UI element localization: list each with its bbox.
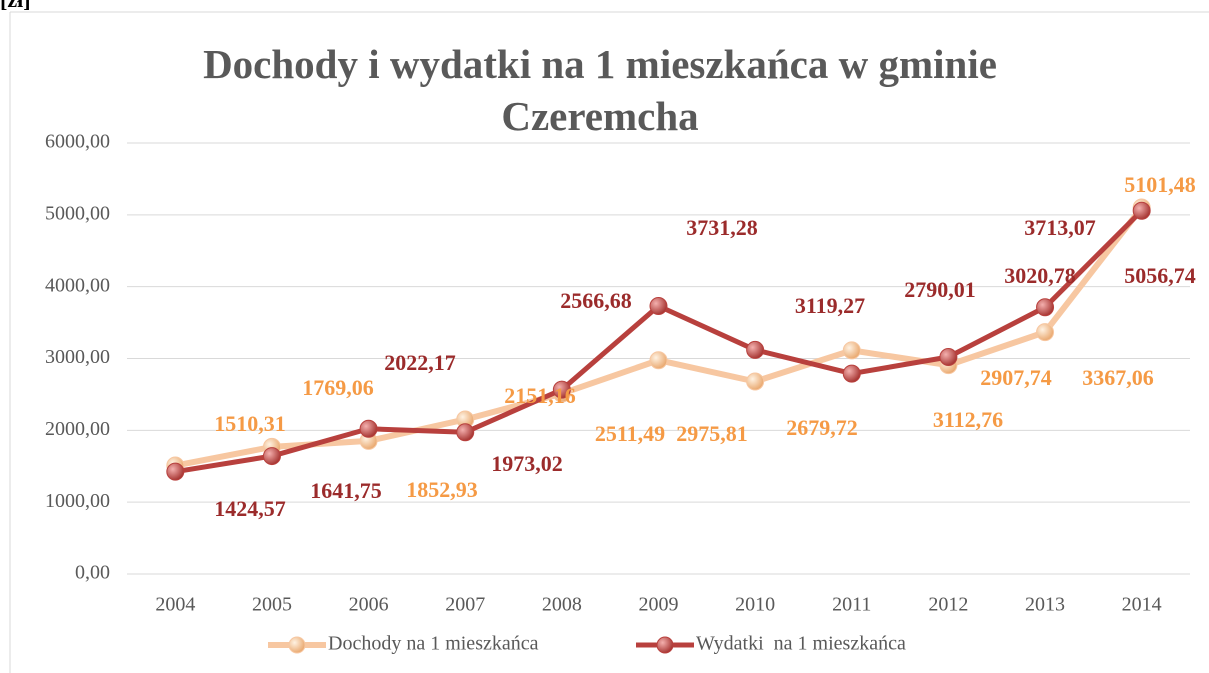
point (939, 348, 958, 367)
point (552, 380, 571, 399)
data-label: 1641,75 (310, 478, 382, 503)
data-label: 1769,06 (302, 375, 374, 400)
data-label: 1510,31 (214, 411, 286, 436)
y-axis-label: [zł] (0, 0, 31, 12)
y-tick-label: 3000,00 (45, 346, 110, 368)
y-tick-label: 0,00 (75, 562, 110, 584)
data-label: 5056,74 (1124, 263, 1196, 288)
data-label: 3713,07 (1024, 215, 1096, 240)
x-tick-label: 2014 (1122, 594, 1162, 616)
x-tick-label: 2013 (1025, 594, 1065, 616)
point (649, 351, 668, 370)
data-label: 2907,74 (980, 365, 1052, 390)
point (842, 341, 861, 360)
data-label: 3020,78 (1004, 263, 1076, 288)
legend-label: Wydatki na 1 mieszkańca (696, 633, 906, 655)
data-label: 1852,93 (406, 477, 478, 502)
point (1036, 323, 1055, 342)
data-label: 2511,49 (595, 421, 665, 446)
x-tick-label: 2012 (928, 594, 968, 616)
chart-title: Dochody i wydatki na 1 mieszkańca w gmin… (203, 41, 997, 139)
x-tick-label: 2006 (349, 594, 389, 616)
point (166, 462, 185, 481)
data-label: 2151,16 (504, 383, 576, 408)
data-label: 3367,06 (1082, 365, 1154, 390)
data-label: 2790,01 (904, 277, 976, 302)
data-label: 2975,81 (676, 421, 748, 446)
data-label: 2679,72 (786, 415, 858, 440)
point (649, 296, 668, 315)
x-tick-label: 2009 (639, 594, 679, 616)
y-tick-label: 2000,00 (45, 418, 110, 440)
x-tick-label: 2010 (735, 594, 775, 616)
data-label: 2566,68 (560, 288, 632, 313)
point (456, 423, 475, 442)
point (262, 447, 281, 466)
point (359, 419, 378, 438)
y-tick-label: 6000,00 (45, 131, 110, 153)
point (746, 340, 765, 359)
point (1132, 201, 1151, 220)
y-tick-label: 1000,00 (45, 490, 110, 512)
x-tick-label: 2008 (542, 594, 582, 616)
x-tick-label: 2004 (155, 594, 195, 616)
legend-marker (288, 636, 306, 654)
data-label: 3119,27 (795, 293, 865, 318)
point (746, 372, 765, 391)
data-label: 3112,76 (933, 407, 1003, 432)
y-tick-label: 5000,00 (45, 202, 110, 224)
legend-label: Dochody na 1 mieszkańca (328, 633, 539, 655)
y-tick-label: 4000,00 (45, 274, 110, 296)
x-tick-label: 2011 (832, 594, 871, 616)
x-tick-label: 2005 (252, 594, 292, 616)
point (1036, 298, 1055, 317)
data-label: 2022,17 (384, 350, 456, 375)
data-label: 3731,28 (686, 215, 758, 240)
x-tick-label: 2007 (445, 594, 485, 616)
data-label: 1973,02 (491, 451, 563, 476)
legend-marker (656, 636, 674, 654)
point (842, 364, 861, 383)
data-label: 1424,57 (214, 496, 286, 521)
data-label: 5101,48 (1124, 172, 1196, 197)
